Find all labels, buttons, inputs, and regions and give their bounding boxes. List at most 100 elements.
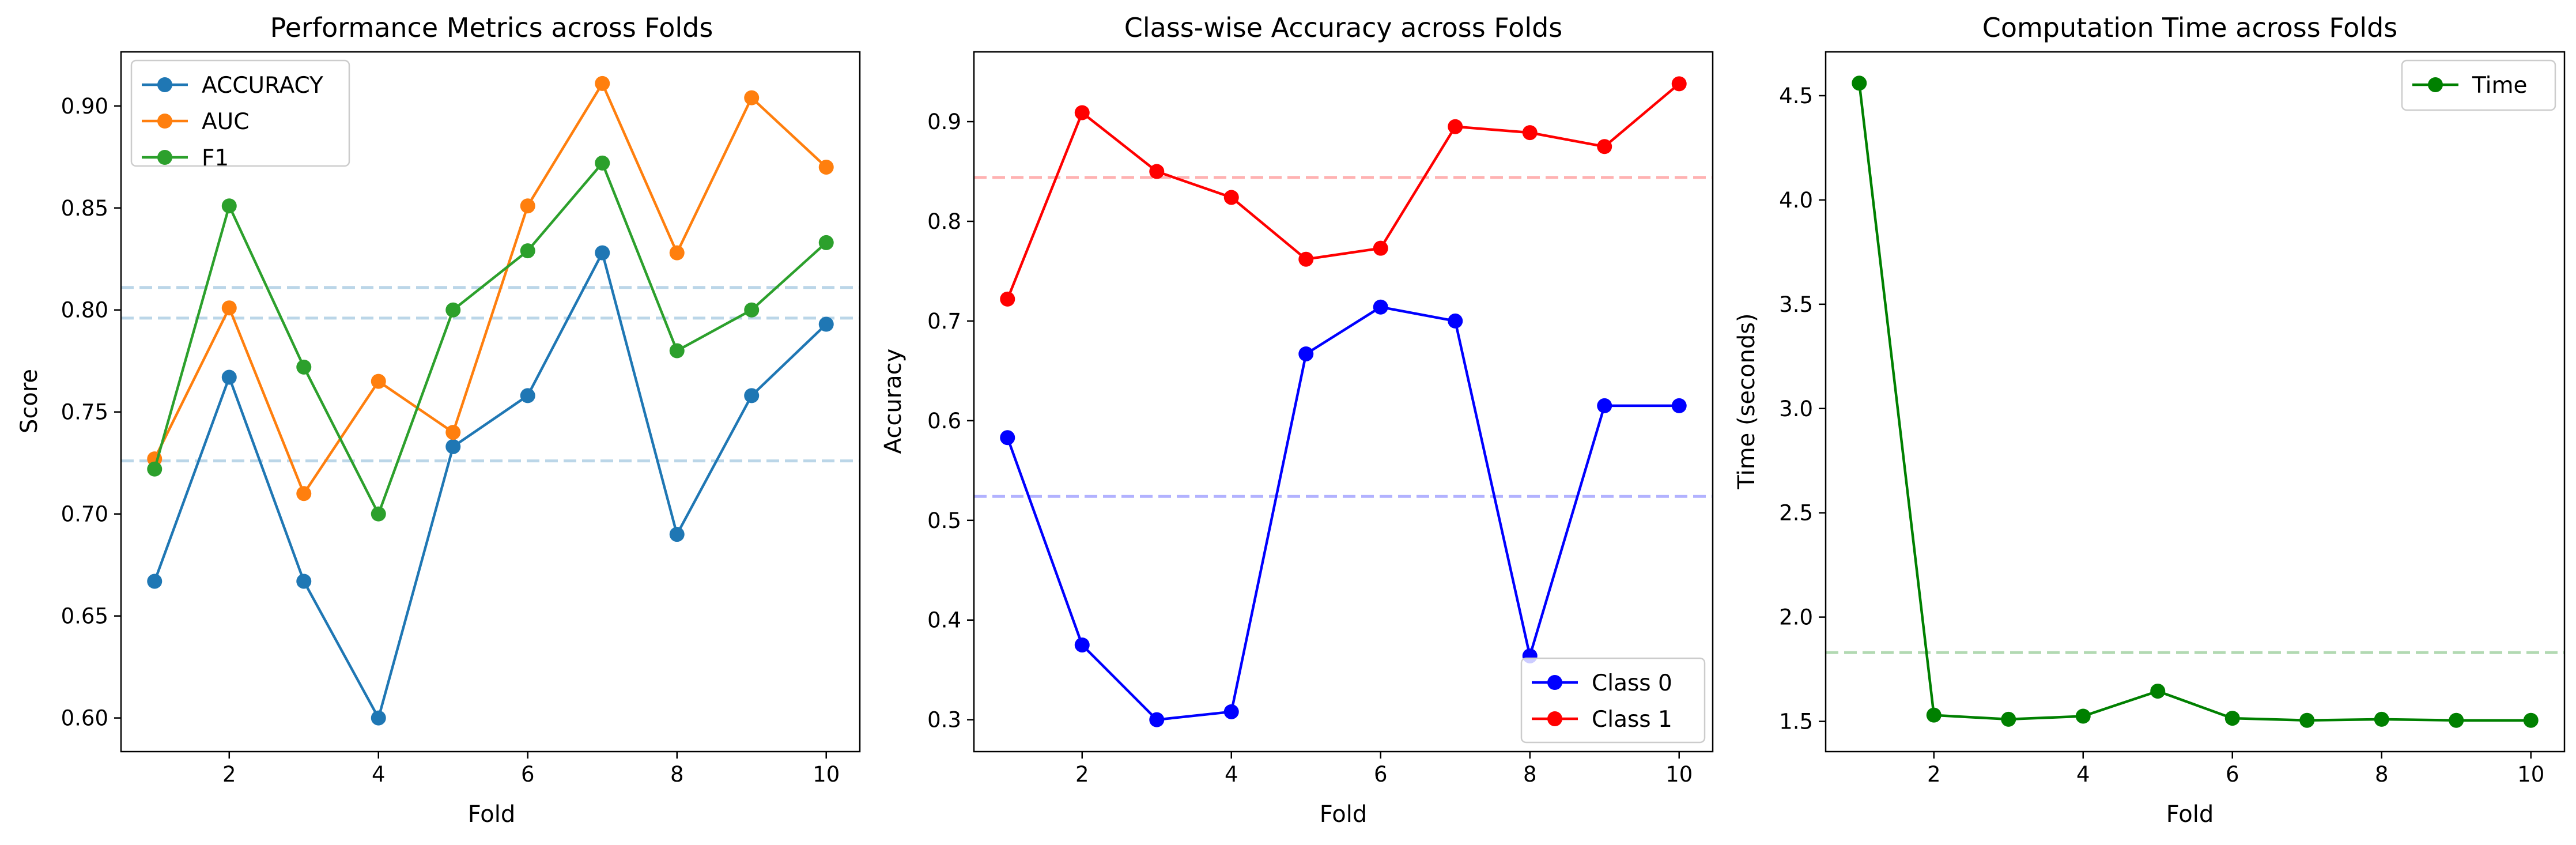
data-point: [2001, 711, 2016, 727]
data-point: [1000, 430, 1015, 446]
data-point: [1852, 76, 1867, 91]
data-point: [371, 506, 386, 522]
data-point: [669, 245, 685, 261]
legend-marker: [157, 77, 172, 92]
y-tick-label: 0.65: [61, 604, 108, 629]
legend-label: Class 0: [1592, 670, 1672, 696]
data-point: [1149, 164, 1165, 179]
legend-box: [2401, 59, 2556, 111]
x-tick-label: 4: [372, 762, 386, 787]
data-point: [520, 243, 535, 259]
x-tick-label: 10: [2517, 762, 2544, 787]
x-tick-label: 2: [1075, 762, 1089, 787]
legend-marker: [2428, 77, 2443, 92]
legend-label: AUC: [202, 109, 249, 135]
x-axis-label: Fold: [2166, 801, 2214, 828]
chart-title: Performance Metrics across Folds: [270, 12, 713, 43]
legend-label: ACCURACY: [202, 73, 323, 99]
data-point: [818, 159, 834, 175]
x-tick-label: 2: [1927, 762, 1941, 787]
y-tick-label: 4.5: [1779, 84, 1813, 108]
data-point: [1373, 240, 1388, 256]
data-point: [296, 359, 312, 375]
chart-title: Computation Time across Folds: [1982, 12, 2398, 43]
legend-marker: [1547, 711, 1562, 726]
y-tick-label: 0.6: [927, 409, 961, 433]
data-point: [221, 198, 237, 214]
data-point: [445, 425, 461, 440]
data-point: [520, 198, 535, 214]
data-point: [296, 486, 312, 501]
data-point: [2075, 708, 2091, 724]
plot-frame: [1825, 51, 2566, 753]
series-line: [153, 82, 828, 495]
legend-label: Class 1: [1592, 707, 1672, 733]
chart-title: Class-wise Accuracy across Folds: [1124, 12, 1563, 43]
y-tick-label: 0.75: [61, 400, 108, 425]
y-tick-label: 3.0: [1779, 397, 1813, 421]
x-tick-label: 2: [222, 762, 236, 787]
x-tick-label: 10: [813, 762, 840, 787]
data-point: [2449, 712, 2464, 728]
performance-metrics-panel: Performance Metrics across Folds Fold Sc…: [16, 12, 861, 828]
computation-time-panel: Computation Time across Folds Fold Time …: [1733, 12, 2566, 828]
data-point: [221, 369, 237, 385]
data-point: [1074, 105, 1090, 120]
data-point: [1373, 299, 1388, 315]
legend-marker: [157, 114, 172, 129]
data-point: [1223, 190, 1239, 205]
data-point: [818, 235, 834, 250]
data-point: [669, 527, 685, 542]
legend-box: [1520, 657, 1706, 744]
data-point: [2374, 711, 2389, 727]
data-point: [445, 439, 461, 454]
data-point: [1926, 707, 1942, 723]
legend-marker: [1547, 675, 1562, 690]
data-point: [744, 388, 760, 403]
data-point: [1298, 251, 1314, 267]
data-point: [1448, 313, 1463, 329]
legend-label: F1: [202, 145, 229, 171]
y-tick-label: 0.5: [927, 508, 961, 533]
plot-frame: [120, 51, 861, 753]
data-point: [147, 574, 163, 589]
data-point: [1597, 398, 1612, 413]
data-point: [371, 374, 386, 389]
legend-box: [130, 59, 350, 167]
data-point: [1671, 76, 1687, 92]
data-point: [371, 710, 386, 726]
y-tick-label: 0.4: [927, 608, 961, 633]
legend-marker: [157, 150, 172, 165]
data-point: [595, 155, 610, 171]
data-point: [2150, 684, 2166, 699]
x-tick-label: 8: [2375, 762, 2389, 787]
data-point: [2224, 711, 2240, 726]
data-point: [2523, 712, 2539, 728]
data-point: [744, 90, 760, 105]
y-tick-label: 0.7: [927, 309, 961, 334]
data-point: [1448, 119, 1463, 134]
x-axis-label: Fold: [1320, 801, 1368, 828]
y-tick-label: 0.80: [61, 298, 108, 323]
y-tick-label: 0.8: [927, 209, 961, 234]
data-point: [1671, 398, 1687, 413]
y-tick-label: 0.9: [927, 110, 961, 134]
x-tick-label: 10: [1665, 762, 1693, 787]
data-point: [2299, 712, 2315, 728]
x-tick-label: 4: [1225, 762, 1238, 787]
series-line: [1858, 83, 2531, 722]
y-tick-label: 0.3: [927, 708, 961, 733]
y-tick-label: 0.85: [61, 196, 108, 221]
data-point: [744, 302, 760, 318]
data-point: [818, 316, 834, 332]
data-point: [669, 343, 685, 359]
data-point: [221, 300, 237, 316]
y-tick-label: 3.5: [1779, 292, 1813, 317]
data-point: [1298, 346, 1314, 361]
data-point: [595, 76, 610, 91]
y-tick-label: 0.60: [61, 706, 108, 731]
legend-label: Time: [2472, 73, 2527, 99]
y-tick-label: 4.0: [1779, 188, 1813, 213]
plot-frame: [973, 51, 1714, 753]
x-tick-label: 8: [670, 762, 684, 787]
